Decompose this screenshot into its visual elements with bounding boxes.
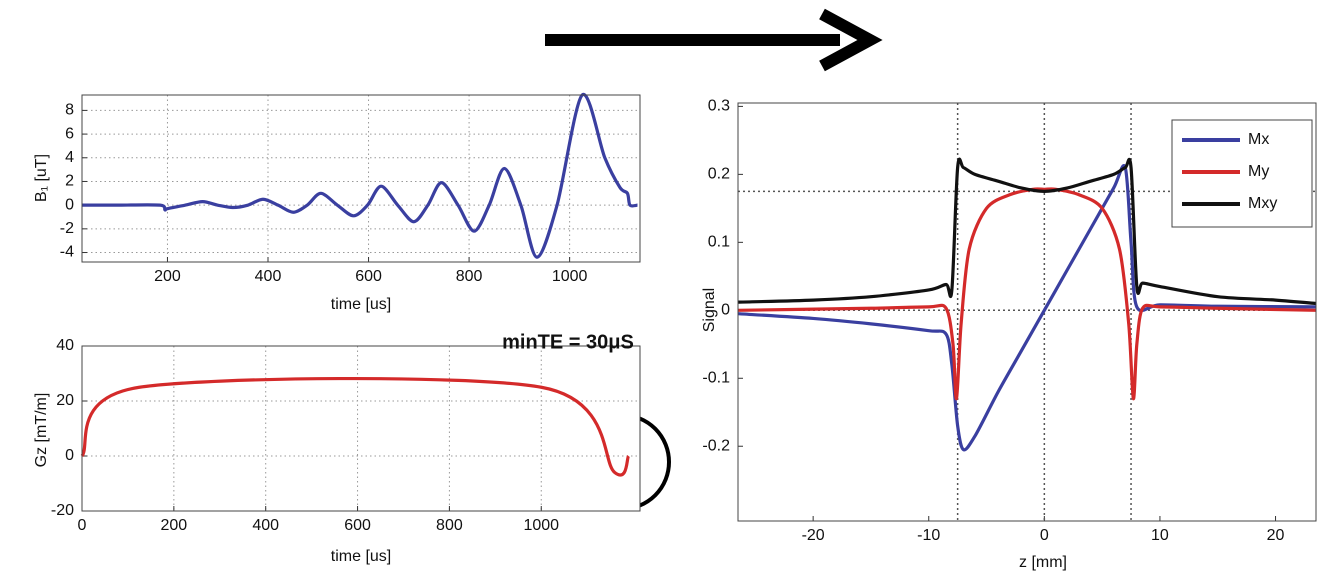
data-line bbox=[81, 93, 638, 259]
plot-frame bbox=[81, 94, 641, 263]
plot-frame bbox=[81, 345, 641, 512]
y-axis-label: Gz [mT/m] bbox=[33, 393, 50, 468]
arrow-head bbox=[819, 8, 883, 72]
y-tick-label: -4 bbox=[60, 244, 74, 261]
x-tick-label: 200 bbox=[161, 517, 188, 534]
legend-label: Mxy bbox=[1248, 195, 1277, 212]
x-tick-label: 600 bbox=[344, 517, 371, 534]
y-tick-label: 0 bbox=[721, 302, 730, 319]
x-tick-label: -10 bbox=[917, 527, 940, 544]
y-tick-label: 6 bbox=[65, 125, 74, 142]
x-tick-label: 400 bbox=[255, 268, 282, 285]
y-tick-label: 0.3 bbox=[708, 98, 730, 115]
y-tick-label: -20 bbox=[51, 502, 74, 519]
legend-label: My bbox=[1248, 163, 1269, 180]
x-tick-label: 800 bbox=[436, 517, 463, 534]
y-tick-label: 0.1 bbox=[708, 234, 730, 251]
y-axis-label: B₁ [uT] bbox=[33, 154, 50, 202]
data-line bbox=[80, 376, 631, 477]
annotation: minTE = 30μS bbox=[502, 331, 634, 353]
y-tick-label: 4 bbox=[65, 149, 74, 166]
x-tick-label: 0 bbox=[78, 517, 87, 534]
x-axis-label: z [mm] bbox=[1019, 554, 1067, 571]
y-tick-label: 0.2 bbox=[708, 166, 730, 183]
x-tick-label: 10 bbox=[1151, 527, 1169, 544]
x-tick-label: 200 bbox=[154, 268, 181, 285]
x-axis-label: time [us] bbox=[331, 548, 391, 565]
x-tick-label: 400 bbox=[252, 517, 279, 534]
x-tick-label: 20 bbox=[1267, 527, 1285, 544]
y-tick-label: -2 bbox=[60, 220, 74, 237]
x-axis-label: time [us] bbox=[331, 296, 391, 313]
x-tick-label: 600 bbox=[355, 268, 382, 285]
plot-frame bbox=[737, 102, 1317, 522]
x-tick-label: 1000 bbox=[523, 517, 559, 534]
y-tick-label: 2 bbox=[65, 173, 74, 190]
y-tick-label: -0.1 bbox=[702, 369, 730, 386]
data-line bbox=[737, 187, 1317, 401]
y-tick-label: 20 bbox=[56, 392, 74, 409]
y-axis-label: Signal bbox=[701, 288, 718, 332]
data-line bbox=[737, 157, 1317, 306]
y-tick-label: 0 bbox=[65, 196, 74, 213]
x-tick-label: 0 bbox=[1040, 527, 1049, 544]
x-tick-label: 800 bbox=[456, 268, 483, 285]
plot-area bbox=[82, 95, 640, 262]
legend-label: Mx bbox=[1248, 131, 1269, 148]
data-line bbox=[737, 164, 1317, 452]
x-tick-label: -20 bbox=[802, 527, 825, 544]
y-tick-label: 0 bbox=[65, 447, 74, 464]
x-tick-label: 1000 bbox=[552, 268, 588, 285]
y-tick-label: 8 bbox=[65, 102, 74, 119]
y-tick-label: -0.2 bbox=[702, 437, 730, 454]
plot-area bbox=[82, 346, 640, 511]
y-tick-label: 40 bbox=[56, 337, 74, 354]
